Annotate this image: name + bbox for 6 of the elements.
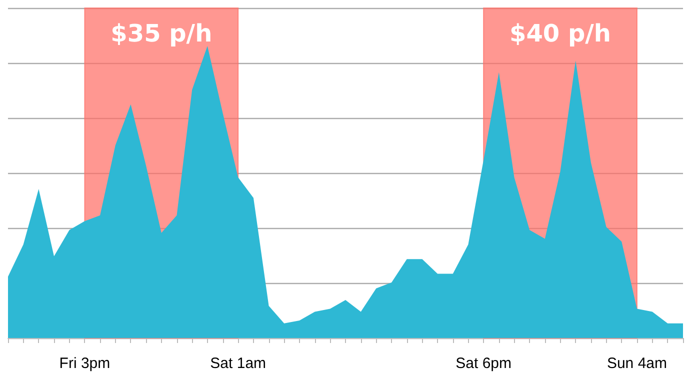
x-tick-label: Sat 1am	[210, 355, 266, 372]
band-label: $40 p/h	[510, 20, 612, 48]
band-label: $35 p/h	[110, 20, 212, 48]
x-tick-label: Fri 3pm	[59, 355, 110, 372]
x-tick-label: Sun 4am	[606, 355, 667, 372]
x-tick-label: Sat 6pm	[456, 355, 512, 372]
